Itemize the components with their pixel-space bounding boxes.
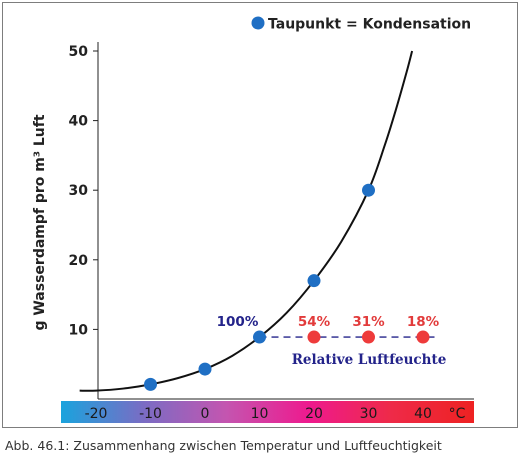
dew-point-marker <box>307 274 321 288</box>
humidity-percent-label: 31% <box>352 314 385 330</box>
y-tick-label: 40 <box>69 114 89 130</box>
temperature-bar: -20 -10 0 10 20 30 40 °C <box>61 401 474 423</box>
x-tick-label: 20 <box>305 406 323 422</box>
axes: 10 20 30 40 50 g Wasserdampf pro m³ Luft <box>32 42 474 400</box>
legend: Taupunkt = Kondensation <box>251 16 471 33</box>
x-tick-label: 10 <box>251 406 269 422</box>
legend-marker <box>251 16 265 30</box>
x-tick-label: 30 <box>360 406 378 422</box>
saturation-curve <box>79 50 414 392</box>
x-tick-label: 40 <box>414 406 432 422</box>
x-tick-label: -10 <box>139 406 162 422</box>
humidity-percent-label: 18% <box>407 314 440 330</box>
humidity-point <box>307 330 321 344</box>
y-tick-label: 10 <box>69 322 89 338</box>
humidity-percent-label: 54% <box>298 314 331 330</box>
y-axis-title: g Wasserdampf pro m³ Luft <box>32 114 48 330</box>
curve-layer <box>79 50 414 392</box>
humidity-point <box>416 330 430 344</box>
figure-caption: Abb. 46.1: Zusammenhang zwischen Tempera… <box>5 438 442 453</box>
dew-point-marker <box>253 330 266 344</box>
legend-label: Taupunkt = Kondensation <box>268 17 471 33</box>
humidity-percent-label: 100% <box>217 314 259 330</box>
dew-point-marker <box>362 183 375 197</box>
x-tick-label: 0 <box>201 406 210 422</box>
y-tick-label: 50 <box>69 44 89 60</box>
x-tick-label: -20 <box>85 406 108 422</box>
y-tick-label: 30 <box>69 183 89 199</box>
reference-layer: Relative Luftfeuchte 100% 54% 31% 18% <box>217 314 447 368</box>
temperature-gradient <box>61 401 474 423</box>
point-layer <box>144 183 430 391</box>
dew-point-marker <box>198 362 212 376</box>
chart-frame <box>2 2 518 428</box>
humidity-point <box>362 330 375 344</box>
dew-point-marker <box>144 377 157 391</box>
y-tick-label: 20 <box>69 253 89 269</box>
relative-humidity-label: Relative Luftfeuchte <box>292 352 447 368</box>
x-unit-label: °C <box>449 406 466 422</box>
